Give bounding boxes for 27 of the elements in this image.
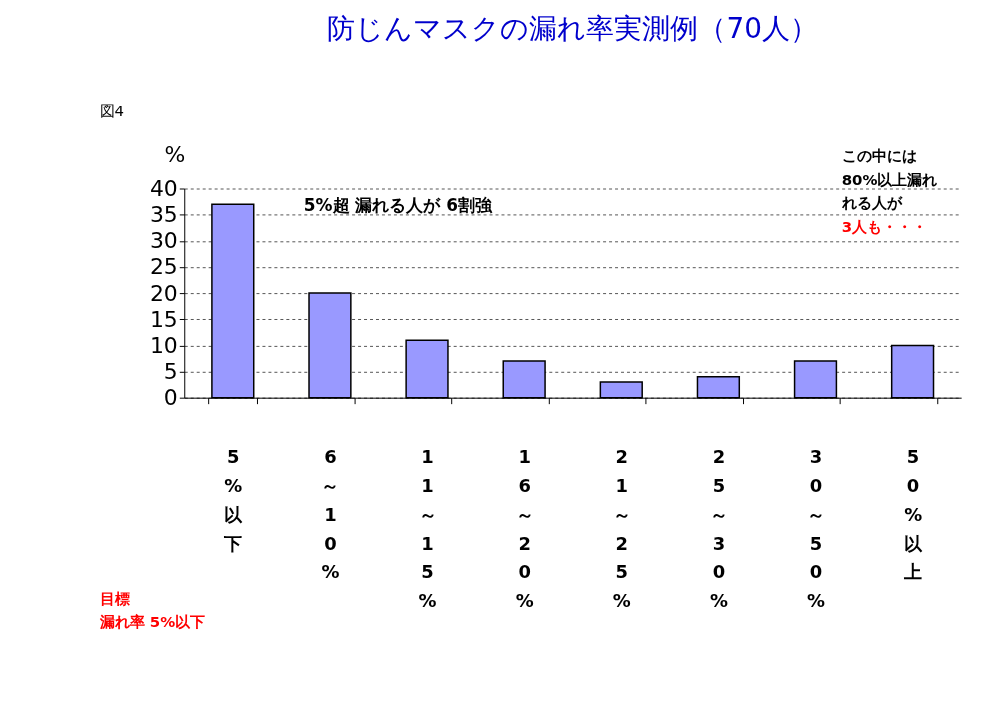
- y-tick-label: 30: [149, 228, 178, 254]
- y-axis-title: %: [164, 142, 186, 168]
- text: 漏れ率 5%以下: [98, 612, 206, 631]
- x-tick-label: 21～25%: [612, 445, 631, 612]
- y-tick-label: 20: [149, 280, 178, 306]
- y-tick-label: 5: [163, 359, 178, 385]
- text: 目標: [99, 589, 130, 608]
- annotation: れる人が: [840, 194, 903, 213]
- text: 80%以上漏れ: [841, 170, 938, 189]
- x-tick-label: 50%以上: [903, 445, 924, 583]
- x-tick-label: 6～10%: [321, 445, 340, 583]
- x-tick-label: 11～15%: [418, 445, 437, 612]
- caption: 図4: [99, 101, 125, 120]
- annotation: 5%超 漏れる人が 6割強: [303, 195, 494, 216]
- y-tick-label: 0: [163, 385, 178, 411]
- y-tick-label: 40: [149, 175, 178, 201]
- y-tick-label: 35: [149, 202, 178, 228]
- chart-title: 防じんマスクの漏れ率実測例（70人）: [327, 12, 818, 46]
- y-tick-label: 15: [149, 306, 178, 332]
- y-tick-label: 25: [149, 254, 178, 280]
- annotation: 3人も・・・: [841, 218, 928, 237]
- text: この中には: [841, 146, 917, 165]
- x-tick-label: 16～20%: [515, 445, 534, 612]
- x-tick-label: 5%以下: [223, 445, 244, 554]
- x-tick-label: 25～30%: [709, 445, 728, 612]
- x-tick-label: 30～50%: [806, 445, 826, 612]
- y-tick-label: 10: [149, 332, 178, 358]
